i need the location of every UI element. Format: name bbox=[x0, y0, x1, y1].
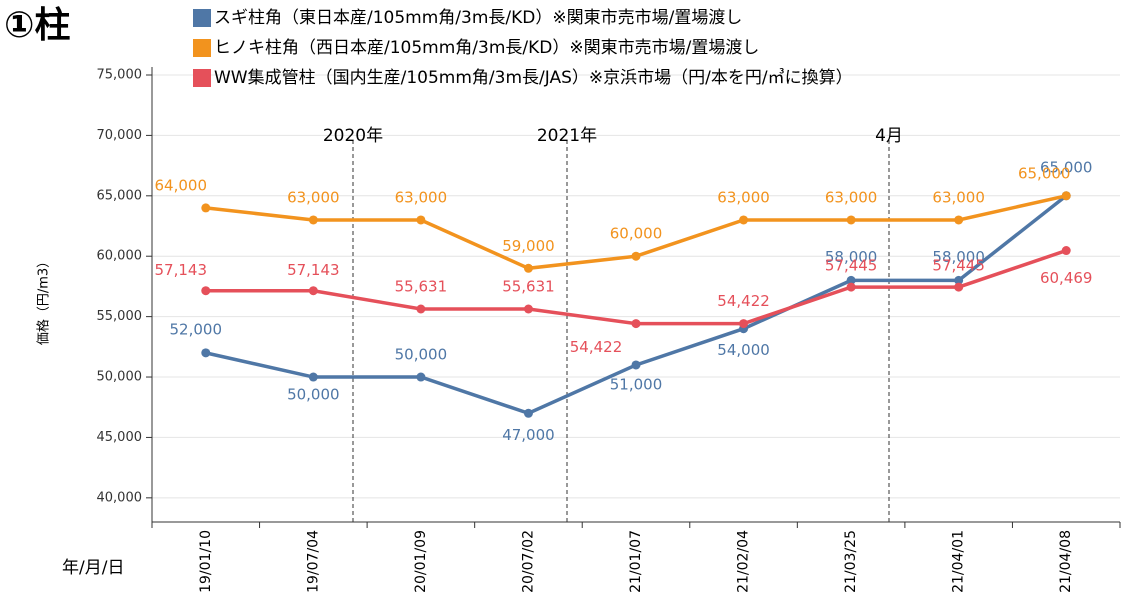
y-tick-label: 75,000 bbox=[97, 68, 143, 83]
value-label: 63,000 bbox=[287, 188, 340, 206]
x-tick-label: 21/03/25 bbox=[843, 530, 859, 593]
point bbox=[739, 319, 749, 329]
x-tick-label: 19/01/10 bbox=[198, 530, 214, 593]
value-label: 65,000 bbox=[1018, 164, 1071, 182]
point bbox=[523, 263, 533, 273]
annotation: 4月 bbox=[875, 126, 903, 146]
value-label: 54,000 bbox=[717, 341, 770, 359]
value-label: 55,631 bbox=[395, 277, 448, 295]
point bbox=[201, 286, 211, 296]
y-tick-label: 65,000 bbox=[97, 188, 143, 203]
value-label: 54,422 bbox=[570, 338, 623, 356]
point bbox=[523, 304, 533, 314]
value-label: 63,000 bbox=[717, 188, 770, 206]
annotation: 2020年 bbox=[323, 126, 383, 146]
point bbox=[739, 215, 749, 225]
x-tick-label: 20/01/09 bbox=[413, 530, 429, 593]
value-label: 47,000 bbox=[502, 426, 555, 444]
value-label: 58,000 bbox=[825, 248, 878, 266]
x-tick-label: 21/01/07 bbox=[628, 530, 644, 593]
y-tick-label: 60,000 bbox=[97, 249, 143, 264]
value-label: 55,631 bbox=[502, 277, 555, 295]
x-tick-label: 21/04/08 bbox=[1058, 530, 1074, 593]
point bbox=[954, 275, 964, 285]
value-label: 50,000 bbox=[395, 346, 448, 364]
x-axis-label: 年/月/日 bbox=[62, 558, 124, 578]
x-tick-label: 19/07/04 bbox=[305, 530, 321, 593]
point bbox=[523, 408, 533, 418]
value-label: 50,000 bbox=[287, 386, 340, 404]
y-tick-label: 55,000 bbox=[97, 309, 143, 324]
legend-swatch bbox=[193, 39, 211, 57]
value-label: 57,143 bbox=[287, 261, 340, 279]
annotation: 2021年 bbox=[537, 126, 597, 146]
value-label: 57,143 bbox=[155, 261, 208, 279]
value-label: 59,000 bbox=[502, 237, 555, 255]
value-label: 57,445 bbox=[932, 257, 985, 275]
point bbox=[954, 282, 964, 292]
point bbox=[201, 348, 211, 358]
value-label: 63,000 bbox=[932, 188, 985, 206]
value-label: 52,000 bbox=[170, 320, 223, 338]
value-label: 63,000 bbox=[825, 188, 878, 206]
point bbox=[846, 282, 856, 292]
value-label: 51,000 bbox=[610, 375, 663, 393]
y-tick-label: 45,000 bbox=[97, 430, 143, 445]
value-label: 54,422 bbox=[717, 292, 770, 310]
value-label: 58,000 bbox=[932, 248, 985, 266]
value-label: 64,000 bbox=[155, 176, 208, 194]
point bbox=[308, 286, 318, 296]
y-tick-label: 50,000 bbox=[97, 370, 143, 385]
point bbox=[416, 372, 426, 382]
point bbox=[631, 360, 641, 370]
value-label: 60,469 bbox=[1040, 269, 1093, 287]
legend-label: WW集成管柱（国内生産/105mm角/3m長/JAS）※京浜市場（円/本を円/㎥… bbox=[214, 68, 853, 88]
legend-swatch bbox=[193, 69, 211, 87]
point bbox=[631, 319, 641, 329]
point bbox=[954, 215, 964, 225]
x-tick-label: 21/02/04 bbox=[736, 530, 752, 593]
value-label: 63,000 bbox=[395, 188, 448, 206]
point bbox=[1061, 246, 1071, 256]
value-label: 65,000 bbox=[1040, 158, 1093, 176]
value-label: 57,445 bbox=[825, 257, 878, 275]
chart-title: ①柱 bbox=[4, 5, 70, 46]
point bbox=[846, 215, 856, 225]
y-tick-label: 70,000 bbox=[97, 128, 143, 143]
point bbox=[631, 251, 641, 261]
legend-label: ヒノキ柱角（西日本産/105mm角/3m長/KD）※関東市売市場/置場渡し bbox=[214, 38, 759, 58]
x-tick-label: 21/04/01 bbox=[951, 530, 967, 593]
point bbox=[1061, 191, 1071, 201]
point bbox=[201, 203, 211, 213]
point bbox=[308, 372, 318, 382]
legend-label: スギ柱角（東日本産/105mm角/3m長/KD）※関東市売市場/置場渡し bbox=[214, 8, 742, 28]
point bbox=[416, 304, 426, 314]
point bbox=[308, 215, 318, 225]
point bbox=[416, 215, 426, 225]
value-label: 60,000 bbox=[610, 225, 663, 243]
point bbox=[846, 275, 856, 285]
x-tick-label: 20/07/02 bbox=[520, 530, 536, 593]
y-tick-label: 40,000 bbox=[97, 490, 143, 505]
y-axis-label: 価格（円/m3） bbox=[36, 255, 52, 345]
legend-swatch bbox=[193, 9, 211, 27]
